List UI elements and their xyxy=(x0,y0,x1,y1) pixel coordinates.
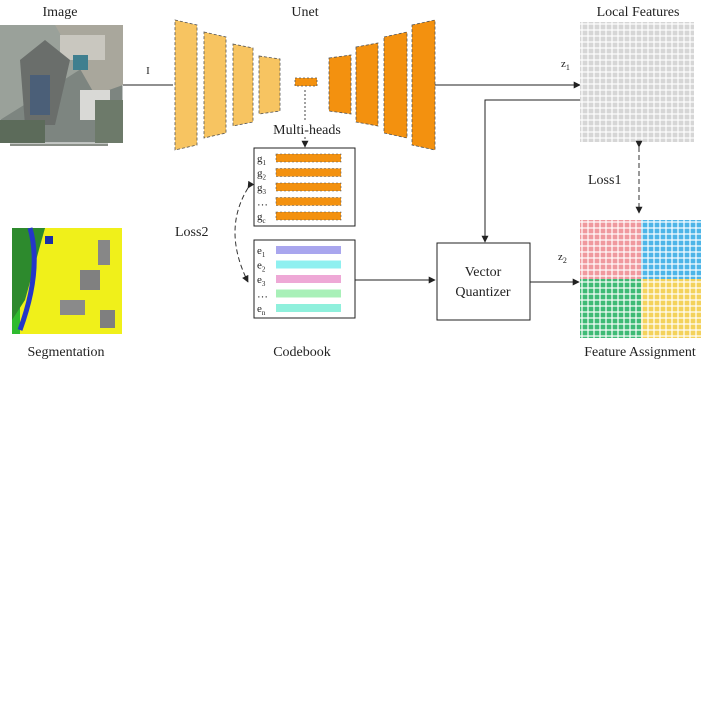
z1-label: z1 xyxy=(561,58,570,72)
head-bar xyxy=(275,168,342,177)
multi-heads-label: Multi-heads xyxy=(273,123,341,138)
input-symbol: I xyxy=(146,65,150,77)
features-to-quantizer-arrow xyxy=(481,99,580,243)
codeword-bar xyxy=(276,246,341,254)
local-features-grid xyxy=(580,22,694,142)
quantizer-label: Quantizer xyxy=(455,285,511,300)
vector-quantizer-box xyxy=(436,242,531,321)
codeword-symbol: e3 xyxy=(257,274,266,288)
encoder-block-4 xyxy=(258,55,281,115)
segmentation-map xyxy=(12,227,122,334)
loss2-label: Loss2 xyxy=(175,225,208,240)
decoder-block-4 xyxy=(411,19,436,151)
decoder-block-2 xyxy=(355,42,379,127)
unet-decoder xyxy=(328,19,436,151)
segmentation-label: Segmentation xyxy=(28,345,105,360)
head-bar xyxy=(275,182,342,192)
codeword-bar xyxy=(276,275,341,283)
head-symbol: g2 xyxy=(257,168,267,182)
head-symbol: … xyxy=(257,197,268,209)
codeword-symbol: en xyxy=(257,303,266,317)
codeword-symbol: e2 xyxy=(257,260,266,274)
input-image xyxy=(0,24,124,146)
head-bar xyxy=(275,197,342,206)
codeword-bar xyxy=(276,260,341,269)
codeword-bar xyxy=(276,289,341,298)
head-symbol: gc xyxy=(257,211,266,225)
codeword-bar xyxy=(276,304,341,312)
codeword-symbol: e1 xyxy=(257,245,266,259)
codebook-label: Codebook xyxy=(273,345,331,360)
loss1-label: Loss1 xyxy=(588,173,621,188)
head-symbol: g1 xyxy=(257,153,267,167)
loss2-arrow xyxy=(234,180,255,283)
feature-assignment-label: Feature Assignment xyxy=(584,345,696,360)
encoder-block-3 xyxy=(232,43,254,127)
z2-label: z2 xyxy=(558,251,567,265)
unet-encoder xyxy=(174,19,281,151)
head-bar xyxy=(275,211,342,221)
encoder-block-1 xyxy=(174,19,198,151)
image-label: Image xyxy=(43,5,78,20)
unet-bottleneck xyxy=(294,77,318,87)
decoder-block-1 xyxy=(328,54,352,115)
local-features-label: Local Features xyxy=(597,5,680,20)
feature-assignment-grid xyxy=(580,220,701,338)
encoder-block-2 xyxy=(203,31,227,139)
vector-label: Vector xyxy=(465,265,502,280)
head-bar xyxy=(275,153,342,163)
head-symbol: g3 xyxy=(257,182,267,196)
codeword-symbol: … xyxy=(257,289,268,301)
decoder-block-3 xyxy=(383,31,408,139)
unet-label: Unet xyxy=(291,5,318,20)
